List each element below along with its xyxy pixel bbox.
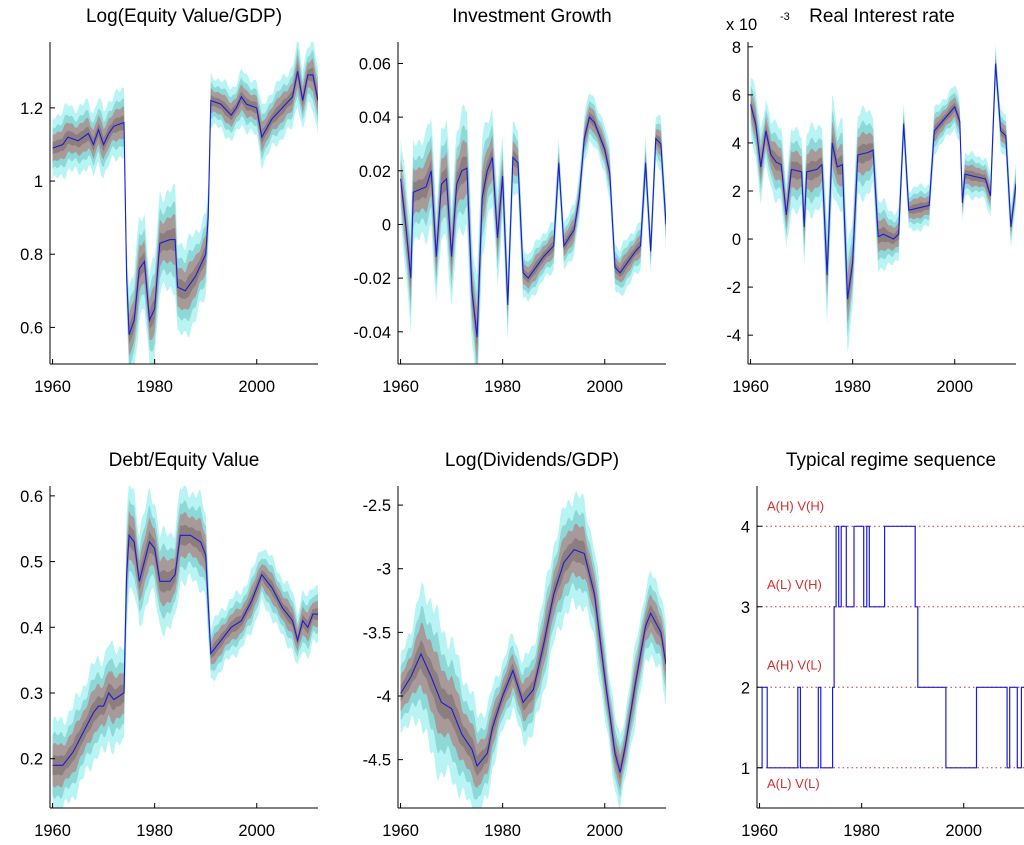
mid-band	[52, 46, 318, 364]
x-tick-label: 2000	[238, 378, 275, 396]
median-line	[52, 71, 318, 335]
chart-panel-6: A(L) V(L) A(H) V(L) A(L) V(H) A(H) V(H) 1 2 3 4…	[741, 450, 1024, 840]
y-tick-label: 2	[732, 183, 741, 201]
y-tick-label: -0.04	[353, 324, 391, 342]
inner-band	[52, 510, 318, 788]
x-tick-label: 1960	[382, 822, 419, 840]
y-tick-label: 1	[741, 760, 750, 778]
median-line	[400, 115, 666, 338]
x-tick-label: 2000	[586, 822, 623, 840]
x-tick-label: 1960	[382, 378, 419, 396]
y-tick-label: 0.2	[20, 751, 43, 769]
y-tick-label: 1.2	[20, 100, 43, 118]
band-group	[400, 491, 666, 808]
y-tick-label: 4	[732, 135, 741, 153]
band-group	[400, 92, 666, 364]
x-tick-label: 1960	[34, 378, 71, 396]
panel-title: Typical regime sequence	[786, 450, 996, 471]
y-tick-label: -4	[376, 688, 391, 706]
x-tick-label: 1960	[732, 378, 769, 396]
regime-label-3: A(L) V(H)	[767, 577, 822, 592]
chart-panel-2: -0.04 -0.02 0 0.02 0.04 0.06 1960 1980 2000 Inves…	[353, 6, 666, 396]
y-tick-label: 0.6	[20, 488, 43, 506]
y-tick-label: 0.06	[359, 55, 391, 73]
mid-band	[52, 498, 318, 799]
x-tick-label: 2000	[586, 378, 623, 396]
median-line	[52, 533, 318, 766]
inner-band	[750, 54, 1016, 325]
x-tick-label: 1960	[34, 822, 71, 840]
regime-label-4: A(H) V(H)	[767, 498, 824, 513]
exponent-power: -3	[780, 11, 790, 23]
band-group	[52, 42, 318, 364]
exponent-label: x 10	[726, 16, 757, 34]
y-tick-label: 4	[741, 518, 750, 536]
regime-step-line	[759, 525, 1024, 769]
x-tick-label: 2000	[238, 822, 275, 840]
y-tick-label: 2	[741, 679, 750, 697]
panel-title: Log(Dividends/GDP)	[445, 450, 619, 471]
x-tick-label: 2000	[945, 822, 982, 840]
x-tick-label: 1980	[136, 822, 173, 840]
x-tick-label: 1980	[834, 378, 871, 396]
y-tick-label: 0.3	[20, 685, 43, 703]
median-line	[400, 548, 666, 773]
band-group	[52, 486, 318, 808]
y-tick-label: -2	[726, 279, 741, 297]
y-tick-label: -3	[376, 561, 391, 579]
inner-band	[400, 523, 666, 790]
outer-band	[52, 42, 318, 364]
x-tick-label: 1980	[484, 378, 521, 396]
chart-panel-1: 0.6 0.8 1 1.2 1960 1980 2000 Log(Equity Value/G…	[20, 6, 318, 396]
y-tick-label: 0.5	[20, 554, 43, 572]
median-line	[750, 63, 1016, 300]
panel-title: Log(Equity Value/GDP)	[86, 6, 282, 27]
chart-panel-4: 0.2 0.3 0.4 0.5 0.6 1960 1980 2000 Debt/Equity V…	[20, 450, 318, 840]
x-tick-label: 1960	[741, 822, 778, 840]
y-tick-label: 3	[741, 599, 750, 617]
chart-panel-5: -4.5 -4 -3.5 -3 -2.5 1960 1980 2000 Log(Dividend…	[363, 450, 666, 840]
panel-title: Investment Growth	[452, 6, 611, 27]
y-tick-label: 0.6	[20, 319, 43, 337]
y-tick-label: 0.02	[359, 163, 391, 181]
y-tick-label: 0.04	[359, 109, 391, 127]
y-tick-label: -4.5	[363, 752, 391, 770]
regime-line-group	[759, 525, 1024, 769]
panel-title: Debt/Equity Value	[109, 450, 260, 471]
y-tick-label: 6	[732, 87, 741, 105]
core-band	[52, 63, 318, 345]
x-tick-label: 1980	[136, 378, 173, 396]
y-tick-label: -2.5	[363, 497, 391, 515]
band-group	[750, 43, 1016, 354]
chart-panel-3: -4 -2 0 2 4 6 8 1960 1980 2000 Real Interest rate x…	[726, 6, 1016, 396]
outer-band	[400, 92, 666, 364]
y-tick-label: -0.02	[353, 270, 391, 288]
panel-title: Real Interest rate	[809, 6, 955, 27]
y-tick-label: 0	[732, 231, 741, 249]
regime-label-2: A(H) V(L)	[767, 657, 822, 672]
regime-label-1: A(L) V(L)	[767, 776, 820, 791]
y-tick-label: 0.8	[20, 246, 43, 264]
x-tick-label: 1980	[484, 822, 521, 840]
y-tick-label: 0.4	[20, 619, 43, 637]
y-tick-label: -3.5	[363, 624, 391, 642]
x-tick-label: 2000	[936, 378, 973, 396]
x-tick-label: 1980	[843, 822, 880, 840]
y-tick-label: 8	[732, 39, 741, 57]
y-tick-label: 0	[382, 216, 391, 234]
y-tick-label: 1	[34, 173, 43, 191]
y-tick-label: -4	[726, 327, 741, 345]
